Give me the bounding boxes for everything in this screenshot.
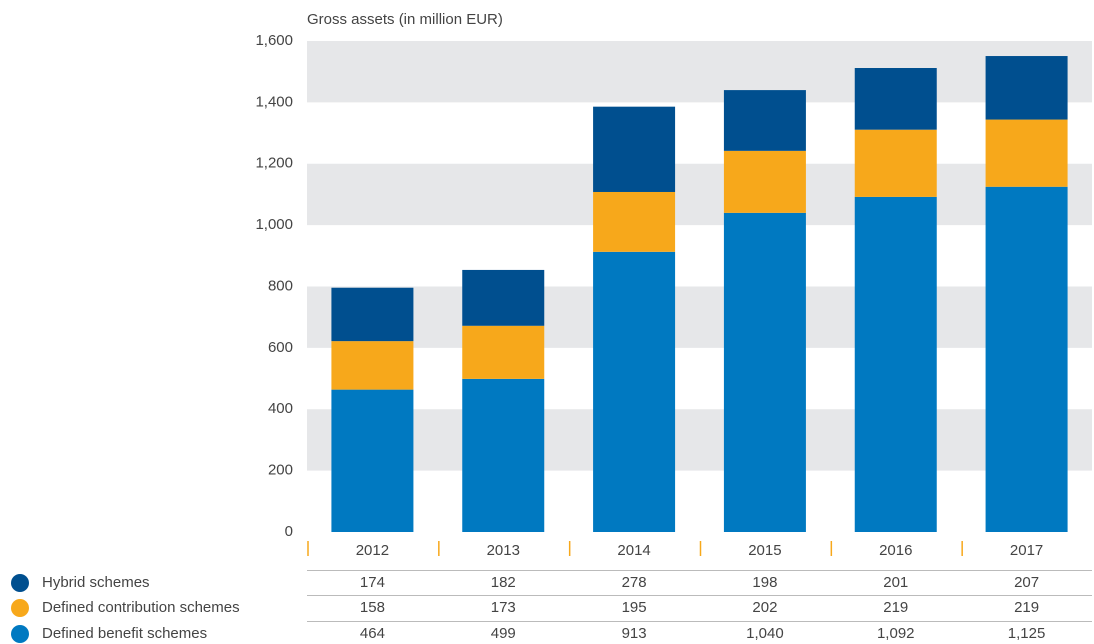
bar-segment xyxy=(985,56,1068,120)
bar-segment xyxy=(593,251,676,532)
x-tick-label: 2013 xyxy=(487,542,520,559)
table-value: 219 xyxy=(883,599,908,616)
bar-segment xyxy=(723,212,806,532)
y-tick-label: 200 xyxy=(268,462,293,479)
bar-segment xyxy=(854,129,937,197)
table-value: 182 xyxy=(491,574,516,591)
bar-segment xyxy=(854,68,937,130)
grid-band xyxy=(307,163,1092,226)
grid-band xyxy=(307,286,1092,348)
table-value: 913 xyxy=(622,625,647,642)
bar-segment xyxy=(985,119,1068,187)
legend-swatch xyxy=(11,574,29,592)
table-value: 202 xyxy=(752,599,777,616)
table-value: 219 xyxy=(1014,599,1039,616)
y-tick-label: 400 xyxy=(268,400,293,417)
y-tick-label: 800 xyxy=(268,277,293,294)
legend-label: Hybrid schemes xyxy=(42,574,150,591)
x-tick-label: 2014 xyxy=(617,542,650,559)
bar-segment xyxy=(462,269,545,326)
bar-segment xyxy=(331,287,414,342)
legend-label: Defined contribution schemes xyxy=(42,599,240,616)
table-value: 1,092 xyxy=(877,625,915,642)
y-tick-label: 600 xyxy=(268,339,293,356)
bar-segment xyxy=(331,389,414,532)
bar-segment xyxy=(462,325,545,379)
table-value: 195 xyxy=(622,599,647,616)
x-tick-label: 2012 xyxy=(356,542,389,559)
y-tick-label: 1,200 xyxy=(255,155,293,172)
legend-swatch xyxy=(11,599,29,617)
bar-segment xyxy=(723,150,806,213)
table-value: 464 xyxy=(360,625,385,642)
legend-label: Defined benefit schemes xyxy=(42,625,207,642)
y-axis-title: Gross assets (in million EUR) xyxy=(307,11,503,28)
table-value: 499 xyxy=(491,625,516,642)
table-value: 278 xyxy=(622,574,647,591)
table-value: 174 xyxy=(360,574,385,591)
bar-segment xyxy=(723,90,806,151)
bar-segment xyxy=(331,341,414,390)
table-value: 158 xyxy=(360,599,385,616)
x-tick-label: 2016 xyxy=(879,542,912,559)
x-tick-label: 2017 xyxy=(1010,542,1043,559)
table-value: 198 xyxy=(752,574,777,591)
legend-swatch xyxy=(11,625,29,643)
bar-segment xyxy=(854,196,937,532)
bar-segment xyxy=(462,378,545,532)
table-value: 173 xyxy=(491,599,516,616)
table-value: 201 xyxy=(883,574,908,591)
y-tick-label: 1,000 xyxy=(255,216,293,233)
table-value: 1,040 xyxy=(746,625,784,642)
y-tick-label: 1,600 xyxy=(255,32,293,49)
bar-segment xyxy=(593,191,676,252)
x-tick-label: 2015 xyxy=(748,542,781,559)
grid-band xyxy=(307,409,1092,471)
grid-band xyxy=(307,41,1092,103)
table-value: 207 xyxy=(1014,574,1039,591)
y-tick-label: 0 xyxy=(285,523,293,540)
bar-segment xyxy=(593,106,676,192)
y-tick-label: 1,400 xyxy=(255,93,293,110)
table-value: 1,125 xyxy=(1008,625,1046,642)
bar-segment xyxy=(985,186,1068,532)
